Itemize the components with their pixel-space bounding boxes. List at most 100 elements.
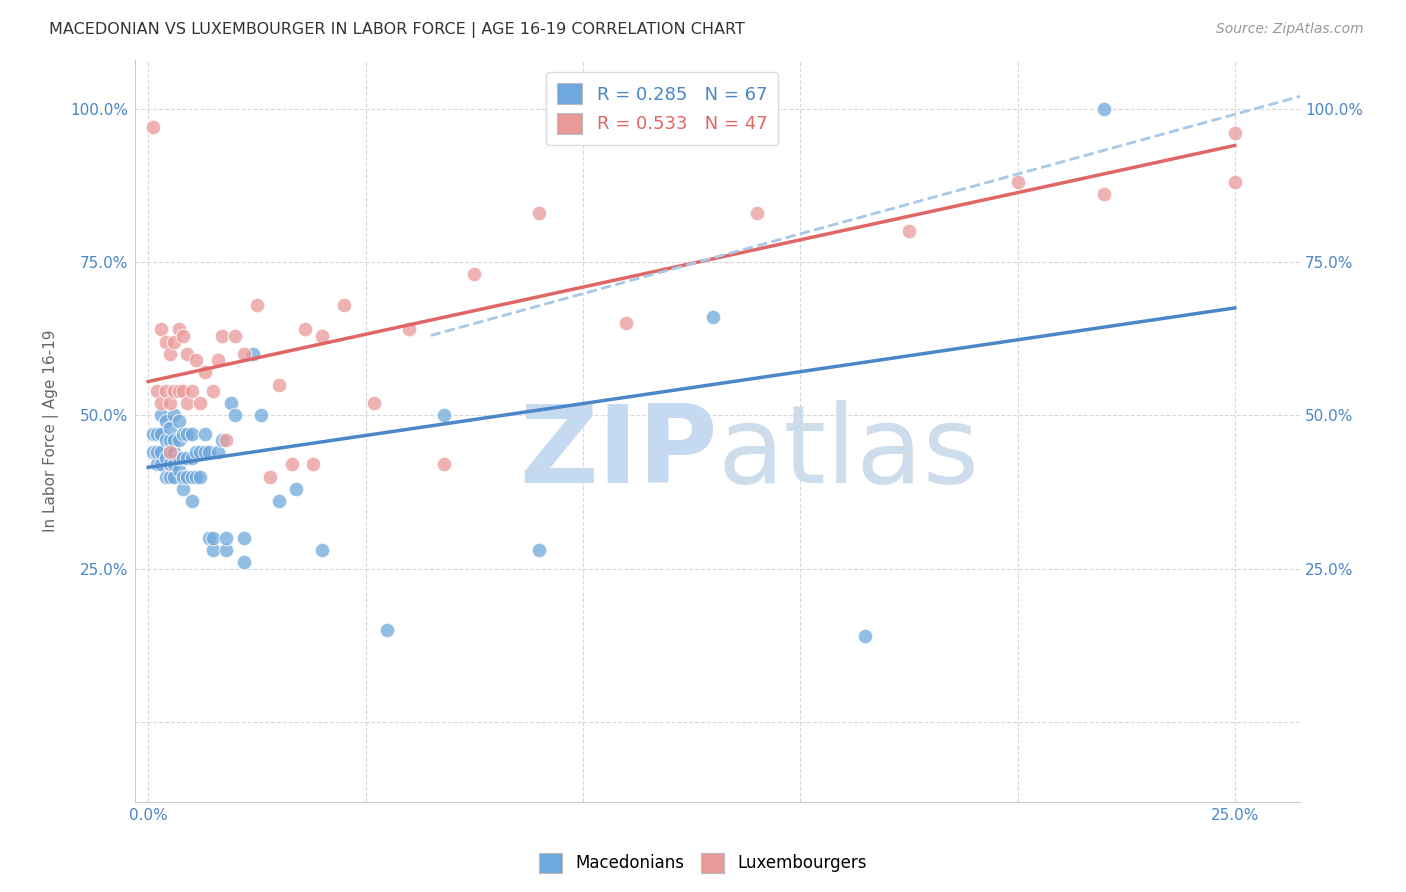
Point — [150, 322, 173, 336]
Point — [163, 433, 186, 447]
Point — [176, 451, 198, 466]
Point — [433, 409, 456, 423]
Point — [167, 451, 190, 466]
Point — [311, 328, 333, 343]
Point — [280, 458, 302, 472]
Point — [184, 445, 207, 459]
Point — [159, 469, 181, 483]
Point — [172, 328, 194, 343]
Point — [184, 353, 207, 368]
Point — [529, 206, 551, 220]
Point — [190, 469, 212, 483]
Point — [433, 458, 456, 472]
Point — [167, 384, 190, 398]
Point — [702, 310, 724, 325]
Point — [375, 623, 398, 637]
Point — [246, 298, 269, 312]
Point — [172, 426, 194, 441]
Point — [853, 629, 876, 643]
Point — [219, 396, 242, 410]
Point — [155, 384, 177, 398]
Point — [184, 469, 207, 483]
Point — [150, 458, 173, 472]
Point — [211, 328, 233, 343]
Point — [155, 334, 177, 349]
Legend: R = 0.285   N = 67, R = 0.533   N = 47: R = 0.285 N = 67, R = 0.533 N = 47 — [546, 72, 778, 145]
Point — [172, 451, 194, 466]
Point — [463, 267, 485, 281]
Point — [150, 409, 173, 423]
Point — [745, 206, 768, 220]
Point — [259, 469, 281, 483]
Point — [163, 469, 186, 483]
Point — [180, 426, 202, 441]
Point — [1007, 175, 1029, 189]
Point — [194, 365, 217, 379]
Point — [194, 426, 217, 441]
Text: atlas: atlas — [717, 400, 980, 506]
Point — [215, 531, 238, 545]
Point — [242, 347, 264, 361]
Point — [897, 224, 920, 238]
Point — [1094, 102, 1116, 116]
Point — [150, 426, 173, 441]
Point — [232, 555, 254, 569]
Point — [176, 426, 198, 441]
Point — [146, 458, 169, 472]
Point — [163, 445, 186, 459]
Point — [163, 384, 186, 398]
Text: Source: ZipAtlas.com: Source: ZipAtlas.com — [1216, 22, 1364, 37]
Point — [190, 396, 212, 410]
Point — [159, 396, 181, 410]
Point — [159, 347, 181, 361]
Point — [302, 458, 325, 472]
Point — [363, 396, 385, 410]
Point — [202, 543, 225, 558]
Point — [224, 328, 246, 343]
Point — [180, 494, 202, 508]
Point — [224, 409, 246, 423]
Point — [267, 494, 290, 508]
Point — [202, 531, 225, 545]
Point — [1223, 126, 1246, 140]
Point — [207, 353, 229, 368]
Point — [198, 531, 221, 545]
Point — [176, 347, 198, 361]
Point — [142, 120, 165, 134]
Point — [398, 322, 420, 336]
Point — [333, 298, 356, 312]
Point — [207, 445, 229, 459]
Point — [1223, 175, 1246, 189]
Point — [155, 433, 177, 447]
Point — [167, 433, 190, 447]
Point — [146, 384, 169, 398]
Point — [215, 433, 238, 447]
Point — [176, 396, 198, 410]
Point — [176, 469, 198, 483]
Legend: Macedonians, Luxembourgers: Macedonians, Luxembourgers — [531, 847, 875, 880]
Point — [155, 414, 177, 428]
Point — [1094, 187, 1116, 202]
Point — [267, 377, 290, 392]
Point — [155, 469, 177, 483]
Point — [180, 451, 202, 466]
Point — [146, 445, 169, 459]
Point — [146, 426, 169, 441]
Text: ZIP: ZIP — [519, 400, 717, 506]
Point — [150, 445, 173, 459]
Point — [172, 482, 194, 496]
Point — [163, 409, 186, 423]
Point — [142, 445, 165, 459]
Point — [294, 322, 316, 336]
Point — [180, 384, 202, 398]
Point — [215, 543, 238, 558]
Point — [142, 426, 165, 441]
Point — [285, 482, 308, 496]
Point — [155, 451, 177, 466]
Point — [159, 458, 181, 472]
Point — [614, 316, 637, 330]
Point — [163, 334, 186, 349]
Point — [167, 322, 190, 336]
Point — [211, 433, 233, 447]
Point — [202, 384, 225, 398]
